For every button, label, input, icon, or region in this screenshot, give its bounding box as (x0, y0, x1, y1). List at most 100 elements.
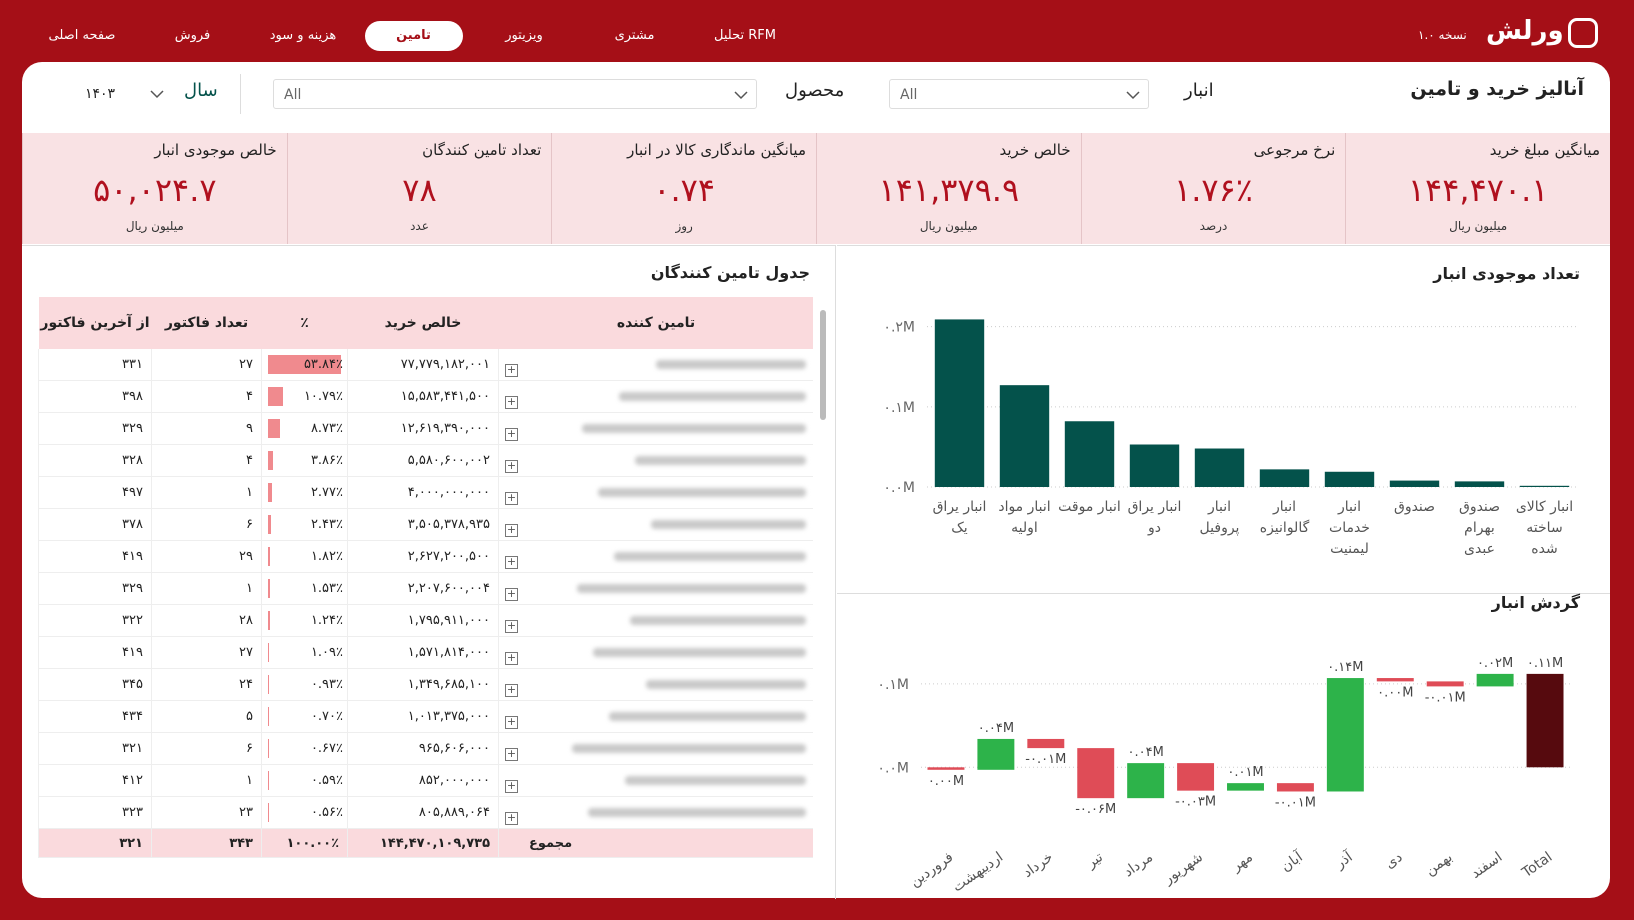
total-cell: ۱۴۴,۴۷۰,۱۰۹,۷۳۵ (347, 828, 499, 858)
expand-button[interactable]: + (505, 715, 518, 729)
pct-bar (268, 611, 270, 630)
table-cell: ۳۷۸ (38, 508, 152, 541)
table-row: +۲,۶۲۷,۲۰۰,۵۰۰ ۱.۸۲٪ ۲۹ ۴۱۹ (38, 540, 813, 573)
waterfall-bar (1227, 783, 1264, 791)
bar (1259, 469, 1310, 487)
kpi-card: میانگین مبلغ خرید ۱۴۴,۴۷۰.۱ میلیون ریال (1345, 133, 1610, 244)
cell-text: ۲.۷۷٪ (310, 485, 343, 500)
expand-button[interactable]: + (505, 587, 518, 601)
dropdown[interactable]: All (889, 79, 1149, 109)
table-cell: ۱.۲۴٪ (261, 604, 348, 637)
cell-text: ۴۱۹ (122, 549, 143, 564)
table-cell: ۲۳ (151, 796, 262, 829)
waterfall-bar (927, 767, 965, 770)
expand-button[interactable]: + (505, 491, 518, 505)
expand-button[interactable]: + (505, 523, 518, 537)
bar (1194, 448, 1245, 487)
header-row: تامین کننده خالص خرید ٪ تعداد فاکتور از آخری… (38, 297, 813, 349)
dropdown[interactable]: All (273, 79, 757, 109)
expand-button[interactable]: + (505, 363, 518, 377)
nav-tab[interactable]: فروش (174, 28, 211, 43)
dropdown-value: ۱۴۰۳ (85, 86, 116, 102)
x-tick-label: صندوق بهرام عبدی (1458, 499, 1501, 557)
nav-tab[interactable]: تحلیل RFM (714, 28, 776, 43)
blurred-name (608, 712, 806, 721)
expand-button[interactable]: + (505, 811, 518, 825)
table-cell: ۰.۹۳٪ (261, 668, 348, 701)
table-row: +۱,۳۴۹,۶۸۵,۱۰۰ ۰.۹۳٪ ۲۴ ۳۴۵ (38, 668, 813, 701)
table-cell: ۴۱۹ (38, 540, 152, 573)
data-label: ۰.۰۴M (978, 721, 1014, 736)
table-head: تامین کننده خالص خرید ٪ تعداد فاکتور از آخری… (38, 297, 813, 349)
expand-button[interactable]: + (505, 459, 518, 473)
y-tick-label: ۰.۱M (877, 677, 909, 693)
bar (934, 319, 985, 487)
table-row: +۱,۵۷۱,۸۱۴,۰۰۰ ۱.۰۹٪ ۲۷ ۴۱۹ (38, 636, 813, 669)
chart-panel: ۰.۰M ۰.۱M ۰.۲M تعداد موجودی انبار انبار یرا… (837, 245, 1610, 594)
nav-tab[interactable]: صفحه اصلی (48, 28, 116, 43)
kpi-title: میانگین مبلغ خرید (1489, 141, 1600, 159)
pct-bar (268, 643, 270, 662)
column-header[interactable]: از آخرین فاکتور (38, 297, 152, 349)
column-header[interactable]: تامین کننده (498, 297, 813, 349)
table-row: +۵,۵۸۰,۶۰۰,۰۰۲ ۳.۸۶٪ ۴ ۳۲۸ (38, 444, 813, 477)
table-cell: ۲۹ (151, 540, 262, 573)
table-row: +۱,۰۱۳,۳۷۵,۰۰۰ ۰.۷۰٪ ۵ ۴۳۴ (38, 700, 813, 733)
x-tick-label: خرداد (1020, 849, 1056, 881)
nav-tab[interactable]: مشتری (614, 28, 655, 43)
pct-bar (268, 579, 271, 598)
table-cell: ۳۲۸ (38, 444, 152, 477)
filter-label: انبار (1184, 80, 1214, 101)
table-row: +۳,۵۰۵,۳۷۸,۹۳۵ ۲.۴۳٪ ۶ ۳۷۸ (38, 508, 813, 541)
column-header[interactable]: خالص خرید (347, 297, 499, 349)
expand-button[interactable]: + (505, 555, 518, 569)
table-cell: ۱ (151, 572, 262, 605)
expand-button[interactable]: + (505, 395, 518, 409)
cell-text: ۶ (246, 741, 253, 756)
supplier-cell: + (498, 572, 813, 605)
table-row: +۷۷,۷۷۹,۱۸۲,۰۰۱ ۵۳.۸۴٪ ۲۷ ۳۳۱ (38, 349, 813, 381)
nav-tab[interactable]: تامین (364, 21, 463, 51)
kpi-unit: عدد (410, 219, 429, 233)
waterfall-bar (1526, 673, 1564, 768)
kpi-value: ۱۴۴,۴۷۰.۱ (1407, 171, 1549, 209)
pct-bar (268, 803, 269, 822)
table-cell: ۴۹۷ (38, 476, 152, 509)
table-cell: ۱,۷۹۵,۹۱۱,۰۰۰ (347, 604, 499, 637)
expand-button[interactable]: + (505, 651, 518, 665)
expand-button[interactable]: + (505, 427, 518, 441)
expand-button[interactable]: + (505, 747, 518, 761)
blurred-name (624, 776, 806, 785)
cell-text: ۴۱۹ (122, 645, 143, 660)
column-header[interactable]: ٪ (261, 297, 348, 349)
data-label: ۰.۰۰M (928, 774, 964, 789)
x-tick-label: دی (1382, 849, 1405, 872)
expand-button[interactable]: + (505, 779, 518, 793)
nav-tab[interactable]: هزینه و سود (269, 28, 337, 43)
nav-tab[interactable]: ویزیتور (505, 28, 543, 43)
kpi-title: خالص خرید (999, 141, 1071, 159)
kpi-unit: روز (675, 219, 693, 233)
kpi-title: میانگین ماندگاری کالا در انبار (627, 141, 806, 159)
cell-text: ۸.۷۳٪ (310, 421, 343, 436)
table-cell: ۱۵,۵۸۳,۴۴۱,۵۰۰ (347, 380, 499, 413)
cell-text: ۳.۸۶٪ (310, 453, 343, 468)
x-tick-label: انبار کالای ساخته شده (1515, 499, 1574, 557)
scrollbar[interactable] (820, 310, 826, 420)
expand-button[interactable]: + (505, 683, 518, 697)
x-tick-label: آذر (1331, 848, 1356, 873)
supplier-cell: + (498, 444, 813, 477)
table-cell: ۴۱۲ (38, 764, 152, 797)
dropdown[interactable]: ۱۴۰۳ (75, 79, 172, 109)
total-cell: مجموع (498, 828, 813, 858)
cell-text: ۳۷۸ (122, 517, 143, 532)
pct-bar (268, 771, 269, 790)
blurred-name (571, 744, 806, 753)
blurred-name (587, 808, 806, 817)
table-cell: ۳,۵۰۵,۳۷۸,۹۳۵ (347, 508, 499, 541)
cell-text: ۳۲۳ (122, 805, 143, 820)
expand-button[interactable]: + (505, 619, 518, 633)
cell-text: ۲,۶۲۷,۲۰۰,۵۰۰ (407, 549, 490, 564)
waterfall-bar (1376, 678, 1414, 682)
column-header[interactable]: تعداد فاکتور (151, 297, 262, 349)
